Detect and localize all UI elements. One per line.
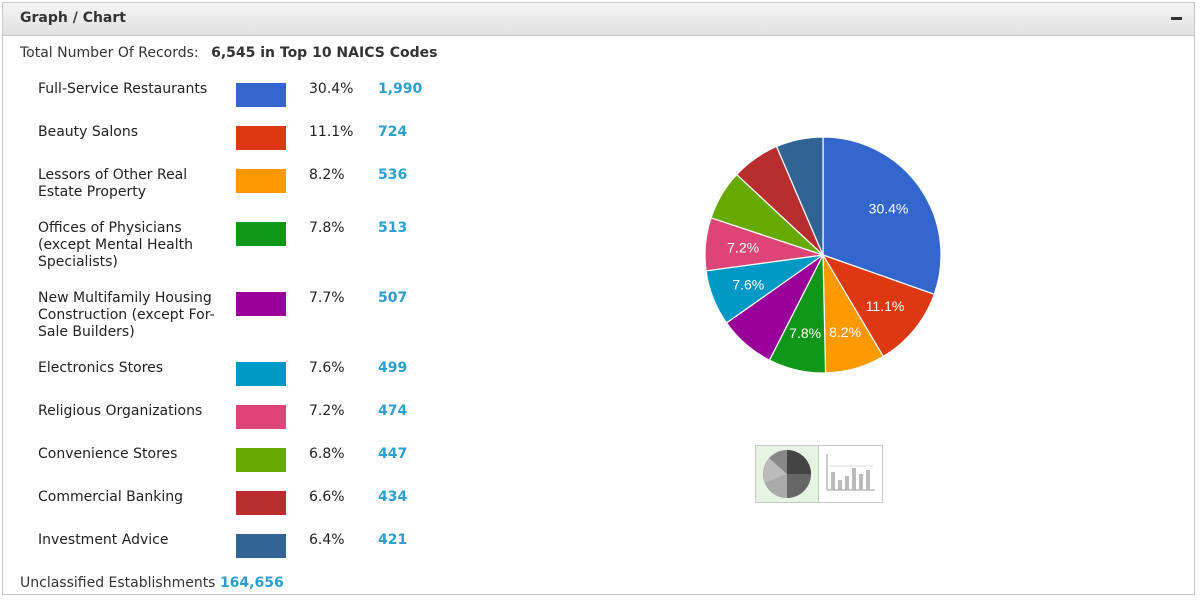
unclassified-label: Unclassified Establishments <box>20 575 216 591</box>
legend-count-link[interactable]: 421 <box>378 532 408 548</box>
chart-view-toggle <box>755 445 883 503</box>
legend-category-name: Religious Organizations <box>38 403 203 419</box>
legend-category-name: Full-Service Restaurants <box>38 81 208 97</box>
legend-percent: 7.8% <box>309 220 345 236</box>
legend-percent: 8.2% <box>309 167 345 183</box>
legend-percent: 6.4% <box>309 532 345 548</box>
legend-category-name: Electronics Stores <box>38 360 164 376</box>
pie-slice[interactable] <box>822 136 942 296</box>
legend-count-link[interactable]: 513 <box>378 220 408 236</box>
pie-slice-label: 7.8% <box>789 325 821 341</box>
legend-color-swatch <box>236 405 286 429</box>
legend-percent: 7.6% <box>309 360 345 376</box>
total-label: Total Number Of Records: <box>20 45 199 61</box>
legend-count-link[interactable]: 536 <box>378 167 408 183</box>
legend-count-link[interactable]: 474 <box>378 403 408 419</box>
total-value: 6,545 in Top 10 NAICS Codes <box>211 45 438 61</box>
legend-percent: 7.2% <box>309 403 345 419</box>
legend-category-name: Commercial Banking <box>38 489 183 505</box>
legend-color-swatch <box>236 169 286 193</box>
bar-view-button[interactable] <box>819 446 881 502</box>
legend-percent: 7.7% <box>309 290 345 306</box>
legend-color-swatch <box>236 362 286 386</box>
legend-color-swatch <box>236 448 286 472</box>
legend-count-link[interactable]: 1,990 <box>378 81 423 97</box>
total-records: Total Number Of Records: 6,545 in Top 10… <box>20 45 437 61</box>
legend-category-name: Investment Advice <box>38 532 169 548</box>
legend-color-swatch <box>236 292 286 316</box>
legend-percent: 30.4% <box>309 81 354 97</box>
legend-count-link[interactable]: 507 <box>378 290 408 306</box>
pie-slice-label: 11.1% <box>866 298 905 314</box>
unclassified-value-link[interactable]: 164,656 <box>219 575 284 591</box>
legend-count-link[interactable]: 434 <box>378 489 408 505</box>
legend-category-name: Lessors of Other Real Estate Property <box>38 167 188 200</box>
legend-percent: 11.1% <box>309 124 354 140</box>
legend-count-link[interactable]: 447 <box>378 446 408 462</box>
panel-header: Graph / Chart <box>3 3 1194 36</box>
collapse-button[interactable] <box>1171 17 1182 20</box>
legend-category-name: Convenience Stores <box>38 446 178 462</box>
pie-slice[interactable] <box>775 136 824 256</box>
legend-category-name: Offices of Physicians (except Mental Hea… <box>38 220 193 270</box>
legend-category-name: Beauty Salons <box>38 124 138 140</box>
panel-title: Graph / Chart <box>20 10 126 26</box>
graph-chart-panel: Graph / Chart Total Number Of Records: 6… <box>2 2 1195 595</box>
legend-color-swatch <box>236 83 286 107</box>
pie-slice-label: 7.2% <box>727 240 759 256</box>
pie-view-button[interactable] <box>756 446 819 502</box>
pie-chart: 30.4% 11.1% 8.2% 7.8% 7.6% 7.2% <box>704 136 942 374</box>
pie-slice-label: 7.6% <box>732 276 764 292</box>
legend-color-swatch <box>236 126 286 150</box>
pie-slice-label: 8.2% <box>829 324 861 340</box>
legend-color-swatch <box>236 534 286 558</box>
unclassified-establishments: Unclassified Establishments 164,656 <box>20 575 284 591</box>
pie-slice-label: 30.4% <box>869 201 909 217</box>
legend-percent: 6.6% <box>309 489 345 505</box>
legend-percent: 6.8% <box>309 446 345 462</box>
legend-category-name: New Multifamily Housing Construction (ex… <box>38 290 215 340</box>
legend-color-swatch <box>236 222 286 246</box>
legend-count-link[interactable]: 499 <box>378 360 408 376</box>
legend-color-swatch <box>236 491 286 515</box>
legend-count-link[interactable]: 724 <box>378 124 408 140</box>
bar-chart-icon <box>826 454 875 491</box>
pie-slice[interactable] <box>821 253 936 358</box>
pie-chart-icon <box>763 450 811 498</box>
